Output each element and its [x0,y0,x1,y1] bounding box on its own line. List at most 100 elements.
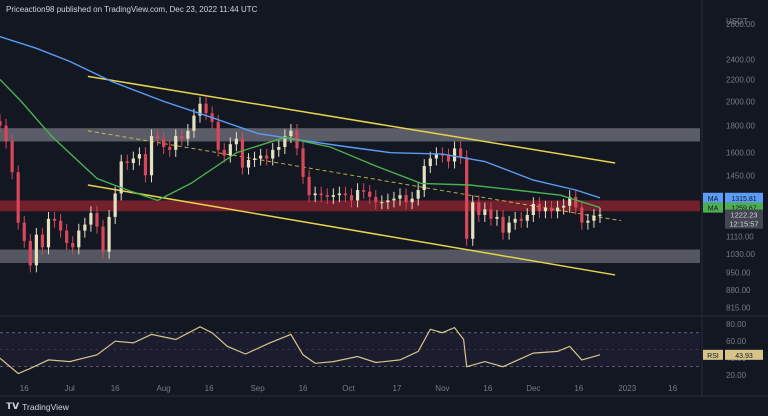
candle-body [119,161,123,194]
price-tick-label: 1600.00 [726,149,755,158]
grey-support-zone [0,249,700,264]
candle-body [495,216,499,219]
time-tick-label: 16 [20,384,29,393]
time-tick-label: Dec [526,384,540,393]
candle-body [331,195,335,197]
candle-body [574,196,578,208]
candle-body [501,216,505,233]
time-tick-label: 2023 [618,384,636,393]
candle-body [107,216,111,252]
candle-body [446,155,451,162]
candle-body [240,138,245,168]
time-tick-label: 16 [111,384,120,393]
candle-body [162,138,166,148]
rsi-tag-name-bg [703,349,723,360]
candle-body [519,218,523,221]
channel-upper-line[interactable] [87,75,616,164]
grey-resistance-zone [0,128,700,142]
candle-body [568,196,572,206]
candle-body [289,130,293,137]
candle-body [52,218,57,221]
ma-short-line[interactable] [0,79,601,209]
candle-body [143,154,148,176]
price-tick-label: 1030.00 [726,250,755,259]
tradingview-logo-icon: 𝗧𝗩 [6,401,20,411]
ma-long-line[interactable] [0,36,601,199]
rsi-tick-label: 80.00 [726,320,747,329]
candle-body [416,190,420,199]
candle-body [513,218,517,223]
candle-body [271,149,275,159]
candle-body [198,103,202,116]
candle-body [422,165,426,191]
candle-body [149,136,154,176]
candle-body [543,207,548,212]
candle-body [301,148,305,177]
candle-body [22,222,26,241]
candle-body [77,230,81,248]
candle-body [537,203,541,212]
time-tick-label: 17 [393,384,402,393]
candle-body [252,158,257,160]
candle-body [34,234,38,266]
candle-body [368,191,372,197]
candle-body [471,202,475,239]
time-tick-label: Nov [435,384,449,393]
candle-body [386,200,390,203]
candle-body [65,230,69,244]
tradingview-brand[interactable]: 𝗧𝗩 TradingView [6,401,69,412]
candle-body [349,195,354,201]
candle-body [392,198,396,201]
candle-body [10,141,14,173]
candle-body [398,195,402,199]
candle-body [95,213,99,227]
candle-body [125,161,129,163]
price-tag-value: 1222.23 [730,211,757,220]
candle-body [380,202,384,204]
time-tick-label: 16 [668,384,677,393]
candle-body [192,115,196,131]
time-tick-label: 16 [483,384,492,393]
price-tick-label: 815.00 [726,304,751,313]
candle-body [580,207,584,223]
candle-body [337,193,341,196]
price-tick-label: 1450.00 [726,171,755,180]
candle-body [434,154,438,159]
ma-tag-value-bg [725,192,763,203]
candle-body [465,157,469,239]
rsi-tag-value: 43.93 [735,353,753,360]
candle-body [216,121,220,150]
candle-body [40,234,45,248]
time-tick-label: 16 [574,384,583,393]
candle-body [228,144,232,156]
candle-body [428,158,432,166]
time-tick-label: 16 [299,384,308,393]
price-tick-label: 2800.00 [726,20,755,29]
channel-lower-line[interactable] [87,184,616,276]
ma-tag-name-bg [703,192,723,203]
time-tick-label: Aug [157,384,171,393]
candle-body [186,130,190,139]
candle-body [259,155,263,159]
rsi-line[interactable] [0,326,601,375]
candle-body [362,190,366,192]
candle-body [131,158,135,163]
ma-tag-name: MA [708,196,719,203]
candle-body [477,202,481,216]
price-tick-label: 880.00 [726,286,751,295]
candle-body [59,220,63,231]
price-tick-label: 2400.00 [726,55,755,64]
price-tag-countdown: 12:15:57 [729,220,758,229]
candle-body [483,209,487,216]
rsi-tick-label: 60.00 [726,337,747,346]
price-tick-label: 1800.00 [726,122,755,131]
candle-body [83,224,87,231]
candle-body [452,148,457,162]
candle-body [404,195,408,203]
brand-label: TradingView [22,401,69,412]
candle-body [180,136,184,139]
candle-body [440,154,445,156]
candle-body [174,136,178,150]
